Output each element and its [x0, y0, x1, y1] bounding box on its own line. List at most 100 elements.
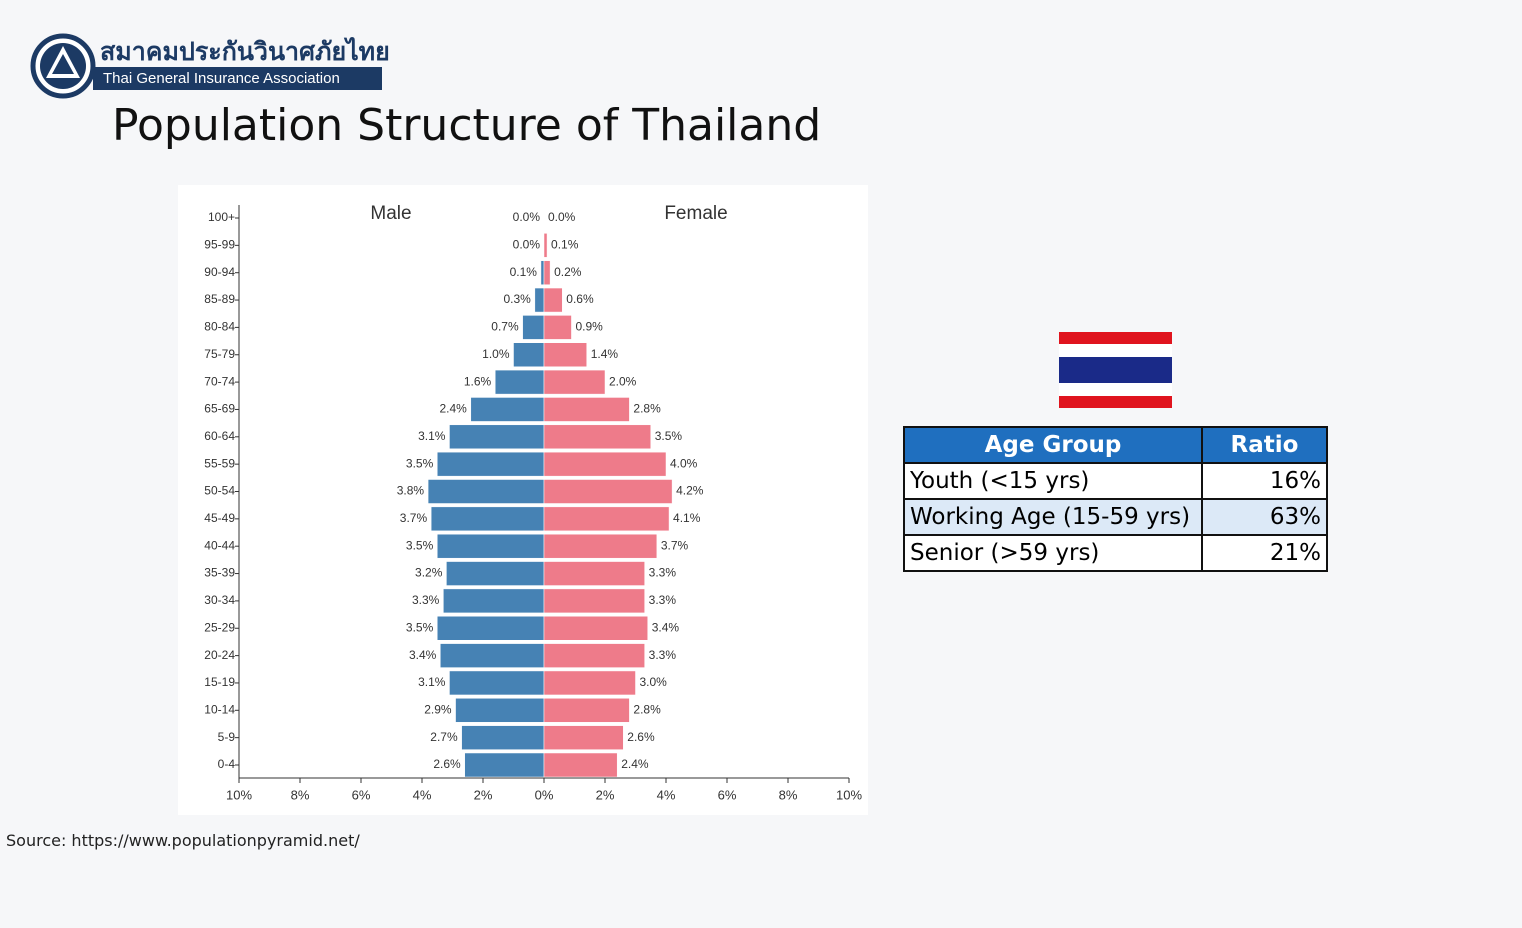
value-label: 3.0% [640, 675, 668, 689]
bar [543, 561, 645, 586]
bar [437, 616, 545, 641]
value-label: 0.0% [513, 238, 541, 252]
bar [543, 342, 587, 367]
x-tick-label: 10% [226, 787, 252, 802]
bar [449, 424, 545, 450]
value-label: 0.3% [503, 292, 531, 306]
table-row: Working Age (15-59 yrs) 63% [903, 498, 1328, 536]
bar [494, 369, 545, 395]
logo-mark [30, 33, 96, 99]
cell: 21% [1201, 534, 1328, 572]
bar [440, 643, 545, 668]
value-label: 1.0% [482, 347, 510, 361]
y-tick-label: 45-49 [204, 511, 235, 525]
y-tick-label: 70-74 [204, 374, 235, 388]
cell: 16% [1201, 462, 1328, 500]
value-label: 2.0% [609, 374, 637, 388]
value-label: 3.1% [418, 675, 446, 689]
source: Source: https://www.populationpyramid.ne… [6, 831, 360, 850]
slide-title: Population Structure of Thailand [112, 100, 822, 151]
bar [470, 397, 545, 422]
cell: Senior (>59 yrs) [903, 534, 1203, 572]
y-tick-label: 85-89 [204, 292, 235, 306]
bar [543, 479, 673, 504]
value-label: 0.7% [491, 320, 519, 334]
y-tick-label: 50-54 [204, 484, 235, 498]
cell: Youth (<15 yrs) [903, 462, 1203, 500]
y-tick-label: 100+ [208, 210, 235, 224]
value-label: 4.0% [670, 456, 698, 470]
value-label: 2.8% [633, 702, 661, 716]
value-label: 0.2% [554, 265, 582, 279]
bar [464, 752, 545, 778]
bar [446, 561, 545, 586]
y-tick-label: 40-44 [204, 538, 235, 552]
logo-thai: สมาคมประกันวินาศภัยไทย [100, 37, 390, 66]
bar [437, 451, 545, 477]
value-label: 3.3% [649, 593, 677, 607]
value-label: 0.0% [513, 210, 541, 224]
value-label: 0.1% [510, 265, 538, 279]
table-row: Senior (>59 yrs) 21% [903, 534, 1328, 572]
y-tick-label: 75-79 [204, 347, 235, 361]
value-label: 0.1% [551, 238, 579, 252]
y-tick-label: 0-4 [218, 757, 236, 771]
logo-english: Thai General Insurance Association [93, 67, 382, 90]
value-label: 2.4% [439, 402, 467, 416]
value-label: 3.8% [397, 484, 425, 498]
bar [543, 616, 648, 641]
bar [543, 670, 636, 696]
table-row: Youth (<15 yrs) 16% [903, 462, 1328, 500]
value-label: 3.5% [406, 620, 434, 634]
x-tick-label: 8% [291, 787, 310, 802]
value-label: 2.4% [621, 757, 649, 771]
y-tick-label: 35-39 [204, 566, 235, 580]
x-tick-label: 0% [535, 787, 554, 802]
value-label: 3.7% [400, 511, 428, 525]
y-tick-label: 60-64 [204, 429, 235, 443]
bar [543, 315, 572, 340]
value-label: 3.7% [661, 538, 689, 552]
value-label: 1.4% [591, 347, 619, 361]
value-label: 3.5% [655, 429, 683, 443]
value-label: 3.4% [652, 620, 680, 634]
x-tick-label: 4% [413, 787, 432, 802]
bar [543, 506, 670, 532]
bar [461, 725, 545, 750]
value-label: 0.6% [566, 292, 594, 306]
y-tick-label: 20-24 [204, 648, 235, 662]
value-label: 2.8% [633, 402, 661, 416]
table-header: Age Group Ratio [903, 426, 1328, 464]
value-label: 1.6% [464, 374, 492, 388]
value-label: 4.2% [676, 484, 704, 498]
series-label: Female [664, 203, 727, 224]
value-label: 2.6% [433, 757, 461, 771]
value-label: 0.9% [575, 320, 603, 334]
cell: Working Age (15-59 yrs) [903, 498, 1203, 536]
value-label: 3.1% [418, 429, 446, 443]
value-label: 3.2% [415, 566, 443, 580]
value-label: 2.6% [627, 730, 655, 744]
x-tick-label: 2% [474, 787, 493, 802]
bar [430, 506, 545, 532]
value-label: 2.7% [430, 730, 458, 744]
value-label: 0.0% [548, 210, 576, 224]
y-tick-label: 25-29 [204, 620, 235, 634]
bar [543, 233, 548, 258]
header-cell: Ratio [1201, 426, 1328, 464]
bar [427, 479, 545, 504]
bar [543, 287, 563, 313]
y-tick-label: 15-19 [204, 675, 235, 689]
bar [513, 342, 545, 367]
value-label: 4.1% [673, 511, 701, 525]
bar [540, 260, 545, 285]
bar [455, 698, 545, 723]
bar [522, 315, 545, 340]
bar [534, 287, 545, 313]
value-label: 3.3% [649, 566, 677, 580]
bar [543, 752, 618, 778]
y-tick-label: 10-14 [204, 702, 235, 716]
value-label: 2.9% [424, 702, 452, 716]
x-tick-label: 4% [657, 787, 676, 802]
